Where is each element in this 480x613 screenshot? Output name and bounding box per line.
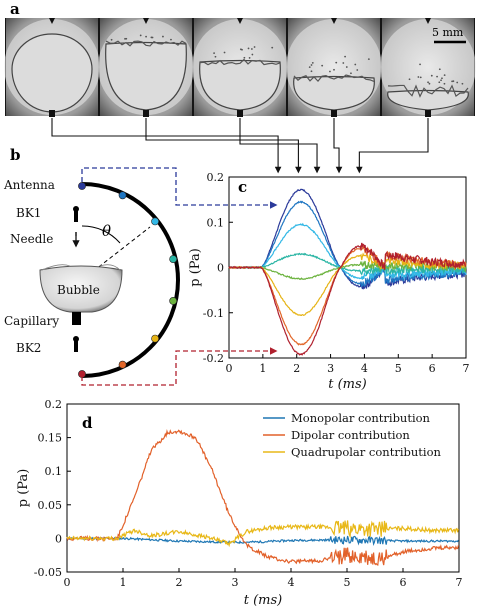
capillary-label: Capillary <box>4 314 59 328</box>
y-tick-label: -0.05 <box>34 566 62 579</box>
y-tick-label: 0.2 <box>45 398 63 411</box>
x-tick-label: 6 <box>400 576 407 589</box>
x-tick-label: 2 <box>176 576 183 589</box>
hydrophone-signal-line <box>228 252 467 277</box>
chart-d: 0 1 2 3 4 5 6 70.20.150.10.050-0.05t (ms)p (Pa)… <box>16 398 463 608</box>
bubble-frame <box>4 18 100 117</box>
hydrophone-dot <box>118 360 127 369</box>
hydrophone-signal-line <box>228 252 467 316</box>
hydrophone-signal-line <box>228 222 467 280</box>
y-tick-label: 0.1 <box>45 465 63 478</box>
time-connector-arrow <box>51 118 282 174</box>
y-tick-label: 0.2 <box>207 171 225 184</box>
y-tick-label: 0.15 <box>38 432 63 445</box>
time-connector-arrow <box>356 118 429 174</box>
y-axis-label: p (Pa) <box>188 248 203 287</box>
bubble-photo-strip <box>4 18 476 117</box>
x-tick-label: 1 <box>259 362 266 375</box>
bubble-label: Bubble <box>57 283 100 297</box>
panel-label-a: a <box>10 0 20 18</box>
legend-entry: Dipolar contribution <box>291 428 410 442</box>
theta-symbol: θ <box>102 222 111 240</box>
bubble-frame <box>192 18 288 117</box>
contribution-line <box>66 535 459 547</box>
panel-label-c: c <box>238 178 247 196</box>
scale-bar-label: 5 mm <box>432 26 464 39</box>
hydrophone-dot <box>151 334 160 343</box>
capillary <box>72 312 81 325</box>
x-tick-label: 7 <box>463 362 470 375</box>
x-axis-label: t (ms) <box>328 377 367 392</box>
bubble <box>39 265 123 313</box>
bubble-frame <box>98 18 194 117</box>
x-tick-label: 6 <box>429 362 436 375</box>
panel-label-b: b <box>10 146 21 164</box>
x-axis-label: t (ms) <box>244 593 283 608</box>
y-tick-label: 0.05 <box>38 499 63 512</box>
antenna-label: Antenna <box>3 178 55 192</box>
time-connector-arrow <box>333 118 343 174</box>
x-tick-label: 5 <box>395 362 402 375</box>
x-tick-label: 5 <box>344 576 351 589</box>
x-tick-label: 4 <box>288 576 295 589</box>
theta-arc <box>81 225 121 244</box>
y-tick-label: 0 <box>217 262 224 275</box>
hydrophone-dot <box>151 217 160 226</box>
hydrophone-signal-line <box>228 188 467 290</box>
y-tick-label: -0.1 <box>203 307 224 320</box>
schematic: θ Bubble Antenna BK1 Needle Capillary BK… <box>3 178 180 378</box>
x-tick-label: 0 <box>226 362 233 375</box>
x-tick-label: 2 <box>293 362 300 375</box>
contribution-line <box>66 429 459 566</box>
panel-label-d: d <box>82 414 93 432</box>
hydrophone-signal-line <box>228 260 467 281</box>
hydrophone-dot <box>78 182 86 190</box>
time-connector-arrow <box>145 118 302 174</box>
y-axis-label: p (Pa) <box>16 469 31 508</box>
y-tick-label: 0.1 <box>207 216 225 229</box>
time-connector-arrow <box>239 118 321 174</box>
hydrophone-dot <box>169 297 178 305</box>
photo-time-connectors <box>51 118 429 174</box>
x-tick-label: 3 <box>232 576 239 589</box>
y-tick-label: 0 <box>55 532 62 545</box>
bk2-link-arrow <box>81 347 278 386</box>
x-tick-label: 3 <box>327 362 334 375</box>
x-tick-label: 0 <box>64 576 71 589</box>
chart-c: 0 1 2 3 4 5 6 7 0.2 0.1 0 -0.1 -0.2 t (ms) p (Pa) <box>188 171 470 392</box>
x-tick-label: 7 <box>456 576 463 589</box>
legend-entry: Monopolar contribution <box>291 411 431 425</box>
hydrophone-dot <box>169 255 178 263</box>
x-tick-label: 1 <box>120 576 127 589</box>
plot-d-frame <box>66 403 460 573</box>
needle-label: Needle <box>10 232 53 246</box>
x-tick-label: 4 <box>361 362 368 375</box>
hydrophone-signal-line <box>228 242 467 356</box>
y-tick-label: -0.2 <box>203 352 224 365</box>
bk1-label: BK1 <box>16 206 41 220</box>
bk2-label: BK2 <box>16 341 41 355</box>
legend-entry: Quadrupolar contribution <box>291 445 441 459</box>
hydrophone-dot <box>118 191 127 200</box>
antenna-link-arrow <box>81 167 278 209</box>
bubble-frame <box>286 18 382 117</box>
contribution-line <box>66 520 459 548</box>
